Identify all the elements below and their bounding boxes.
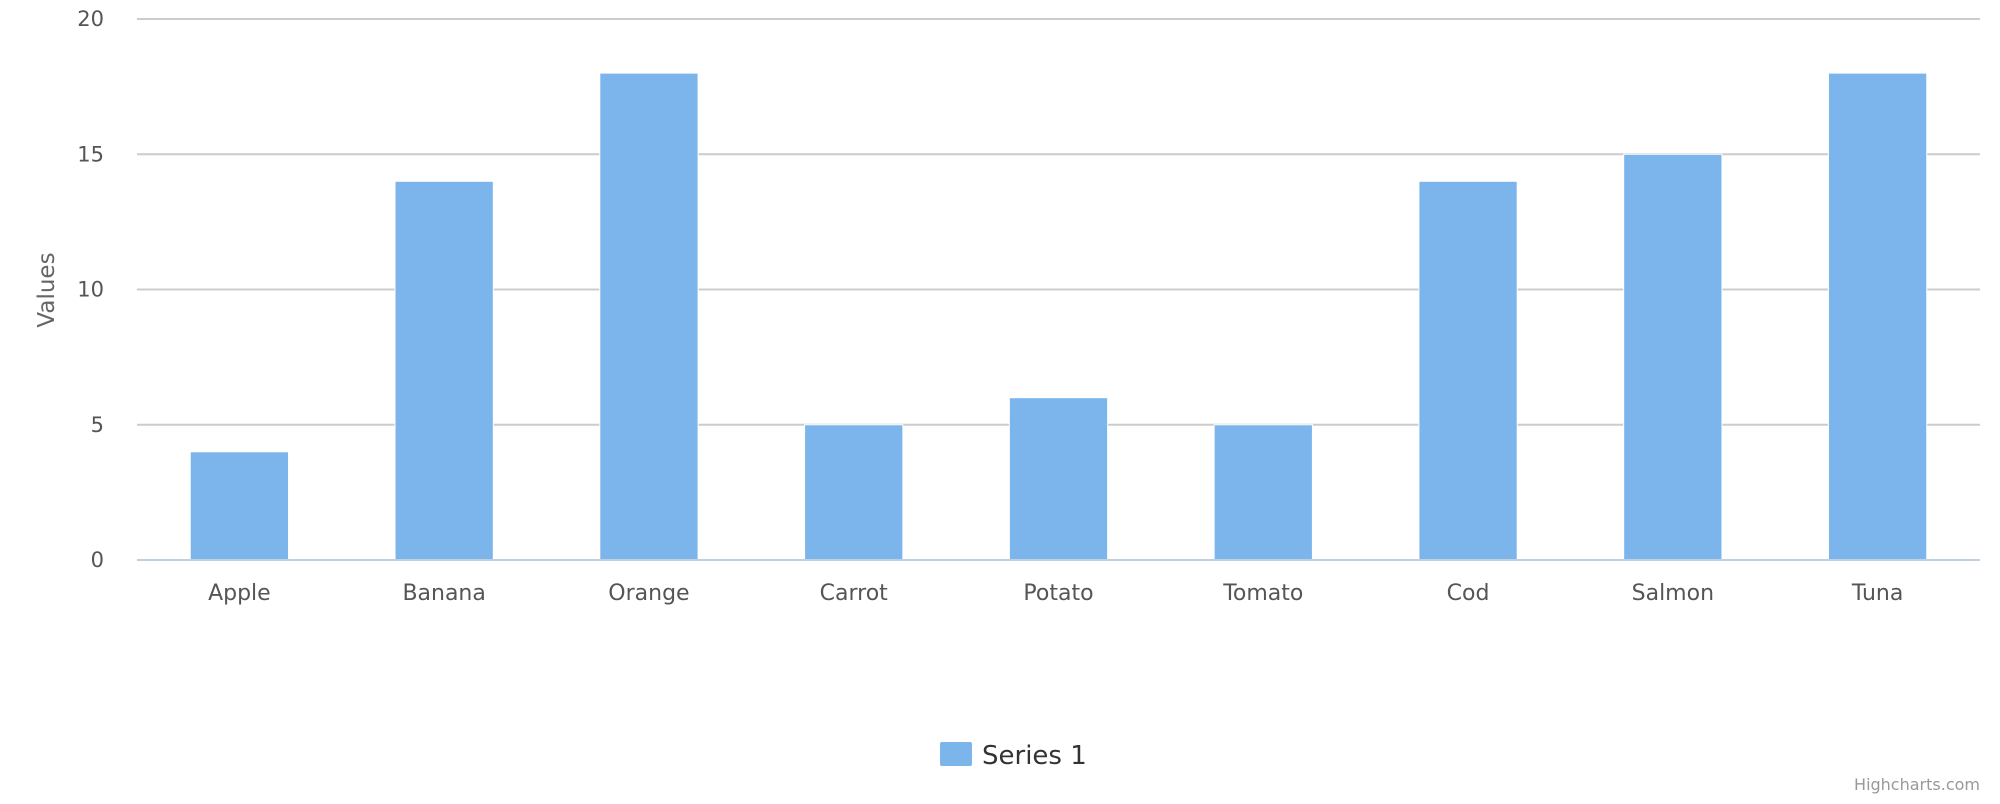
legend-label-series-1: Series 1 [982,741,1087,771]
legend-swatch-series-1 [940,742,972,766]
legend[interactable]: Series 1 [940,741,1087,771]
y-axis-title: Values [34,252,60,327]
credits-link[interactable]: Highcharts.com [1854,775,1980,794]
axes: 0 5 10 15 20 Apple Banana Orange Carrot Potato Tom… [77,7,1980,606]
bar-series [189,72,1928,561]
bar-salmon[interactable] [1623,153,1723,561]
x-tick-label: Cod [1447,581,1490,606]
bar-banana[interactable] [394,180,494,561]
bar-potato[interactable] [1008,397,1109,561]
y-tick-label: 20 [77,7,104,31]
y-tick-label: 10 [77,278,104,302]
x-tick-label: Orange [608,581,689,606]
x-tick-label: Tuna [1851,581,1903,606]
bar-apple[interactable] [189,451,290,561]
x-tick-label: Tomato [1222,581,1303,606]
bar-tuna[interactable] [1827,72,1928,561]
y-tick-label: 15 [77,142,104,166]
y-tick-label: 5 [91,413,104,437]
y-tick-label: 0 [91,548,104,572]
x-tick-label: Banana [402,581,485,606]
bar-carrot[interactable] [804,424,904,561]
bar-tomato[interactable] [1213,424,1313,561]
x-tick-label: Potato [1023,581,1093,606]
x-tick-label: Carrot [820,581,889,606]
bar-cod[interactable] [1418,180,1518,561]
x-tick-label: Salmon [1632,581,1714,606]
bar-orange[interactable] [599,72,699,561]
x-tick-label: Apple [208,581,271,606]
